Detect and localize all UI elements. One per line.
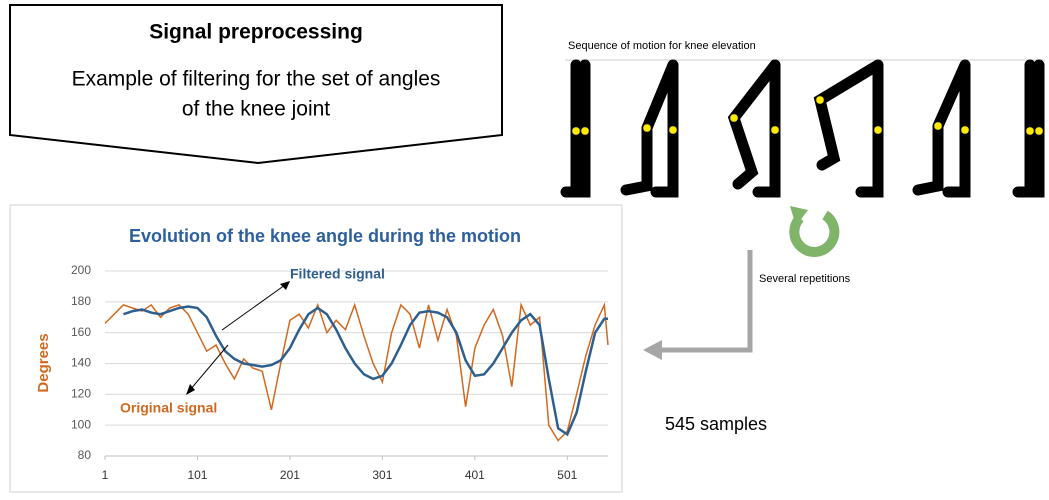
figure-caption: Sequence of motion for knee elevation [568,40,756,52]
flow-arrow [660,250,750,350]
y-tick-label: 80 [78,448,92,462]
x-tick-label: 401 [465,468,485,482]
header-line: of the knee joint [182,98,330,121]
stick-figures [566,65,1043,192]
repeat-icon [794,215,834,252]
header-line: Example of filtering for the set of angl… [72,68,441,91]
chart-title: Evolution of the knee angle during the m… [129,226,521,246]
series-label: Filtered signal [290,266,385,282]
y-tick-label: 180 [71,294,91,308]
y-axis-label: Degrees [35,333,52,392]
chart-frame [10,205,622,492]
flow-arrow-head [643,340,662,360]
page: {"header": {"title": "Signal preprocessi… [0,0,1049,500]
y-tick-label: 100 [71,417,91,431]
x-tick-label: 301 [372,468,392,482]
y-tick-label: 200 [71,263,91,277]
y-tick-label: 120 [71,387,91,401]
diagram: Signal preprocessing Example of filterin… [0,0,1049,495]
x-tick-label: 1 [102,468,109,482]
header-title: Signal preprocessing [149,21,363,44]
samples-label: 545 samples [665,414,767,434]
y-tick-label: 140 [71,356,91,370]
x-tick-label: 101 [187,468,207,482]
x-tick-label: 201 [280,468,300,482]
series-label: Original signal [120,400,217,416]
y-tick-label: 160 [71,325,91,339]
repetitions-label: Several repetitions [759,273,851,285]
x-tick-label: 501 [557,468,577,482]
